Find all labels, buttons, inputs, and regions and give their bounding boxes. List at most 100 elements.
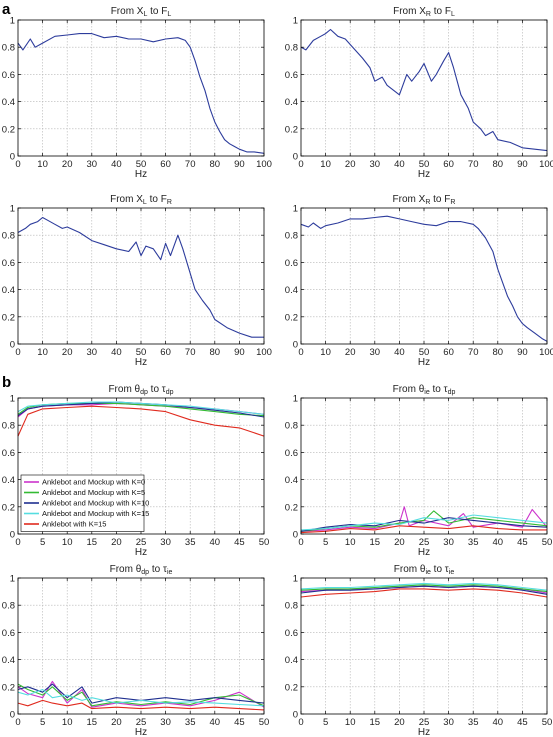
x-axis-label: Hz: [135, 727, 147, 737]
chart-title-title-mid: to τ: [430, 384, 448, 395]
y-tick-label: 1: [10, 204, 15, 215]
chart-panel-b1: 0 5 10 15 20 25 30 35 40 45 50 0 0.2 0.4 0.6 0.8 1 Hz From…: [2, 384, 270, 558]
x-tick-label: 45: [234, 717, 245, 728]
chart-title-title-sub: ie: [425, 569, 431, 576]
x-tick-label: 100: [539, 159, 553, 170]
y-tick-label: 0.4: [2, 97, 15, 108]
chart-panel-a2: 0 10 20 30 40 50 60 70 80 90 100 0 0.2 0.4 0.6 0.8 1 Hz Fr…: [285, 6, 553, 180]
x-tick-label: 100: [256, 159, 272, 170]
series-line-b3-3: [17, 688, 265, 707]
y-tick-label: 0.2: [2, 124, 15, 135]
x-axis-label: Hz: [135, 547, 147, 558]
y-tick-label: 0: [293, 710, 298, 721]
x-tick-label: 30: [370, 347, 381, 358]
x-tick-label: 0: [298, 159, 303, 170]
y-tick-label: 0.6: [285, 448, 298, 459]
y-tick-label: 1: [293, 204, 298, 215]
chart-title-title-mid: to τ: [149, 564, 167, 575]
chart-title: From θdp to τdp: [108, 384, 173, 396]
x-tick-label: 10: [320, 347, 331, 358]
x-tick-label: 40: [111, 159, 122, 170]
x-tick-label: 0: [298, 717, 303, 728]
x-tick-label: 40: [210, 717, 221, 728]
x-tick-label: 15: [87, 717, 98, 728]
y-tick-label: 0.8: [285, 601, 298, 612]
y-tick-label: 0.2: [285, 124, 298, 135]
x-tick-label: 30: [443, 537, 454, 548]
x-tick-label: 50: [136, 159, 147, 170]
x-tick-label: 50: [419, 159, 430, 170]
chart-title-title-sub2: R: [167, 199, 172, 206]
y-tick-label: 0.4: [2, 285, 15, 296]
plot-frame: [300, 397, 548, 535]
series-line-b2-4: [300, 525, 547, 534]
plot-frame: [300, 577, 548, 715]
chart-title-title-sub: dp: [140, 389, 148, 396]
y-tick-label: 0.4: [285, 97, 298, 108]
plot-frame: [300, 207, 548, 345]
x-tick-label: 10: [345, 537, 356, 548]
x-tick-label: 5: [40, 717, 45, 728]
chart-title-title-mid: to F: [147, 194, 167, 205]
x-tick-label: 0: [15, 159, 20, 170]
y-tick-label: 0.8: [2, 231, 15, 242]
legend-entry-label: Anklebot with K=15: [42, 520, 106, 529]
x-tick-label: 40: [111, 347, 122, 358]
x-tick-label: 45: [517, 717, 528, 728]
x-tick-label: 10: [37, 159, 48, 170]
chart-title-title-mid: to F: [147, 6, 167, 17]
x-tick-label: 15: [87, 537, 98, 548]
x-tick-label: 40: [210, 537, 221, 548]
x-tick-label: 0: [15, 537, 20, 548]
x-tick-label: 70: [185, 159, 196, 170]
x-tick-label: 50: [259, 717, 270, 728]
chart-title-title-sub2: L: [167, 11, 171, 18]
y-tick-label: 0.4: [2, 475, 15, 486]
x-tick-label: 15: [370, 717, 381, 728]
y-tick-label: 0.4: [285, 285, 298, 296]
x-tick-label: 45: [517, 537, 528, 548]
x-tick-label: 0: [15, 717, 20, 728]
series-line-b1-4: [17, 405, 265, 437]
chart-title-title-sub: dp: [141, 569, 149, 576]
y-tick-label: 0: [293, 340, 298, 351]
x-tick-label: 70: [468, 159, 479, 170]
x-tick-label: 50: [542, 717, 553, 728]
y-tick-label: 1: [10, 16, 15, 27]
series-line-b4-1: [300, 584, 548, 593]
chart-title: From θdp to τie: [110, 564, 173, 576]
x-tick-label: 10: [37, 347, 48, 358]
chart-title-title-sub2: ie: [167, 569, 173, 576]
x-tick-label: 60: [160, 159, 171, 170]
y-tick-label: 0.8: [2, 421, 15, 432]
chart-title-title-sub2: dp: [166, 389, 174, 396]
x-tick-label: 100: [256, 347, 272, 358]
x-tick-label: 35: [468, 717, 479, 728]
chart-title-title-sub2: dp: [448, 389, 456, 396]
series-line-a1-0: [17, 33, 265, 154]
y-tick-label: 0: [10, 152, 15, 163]
chart-title-title-sub: R: [425, 199, 430, 206]
y-tick-label: 0: [10, 710, 15, 721]
x-tick-label: 50: [259, 537, 270, 548]
x-tick-label: 50: [136, 347, 147, 358]
y-tick-label: 1: [10, 574, 15, 585]
chart-title-title-sub2: R: [450, 199, 455, 206]
chart-title-title-sub2: L: [451, 11, 455, 18]
x-tick-label: 30: [87, 159, 98, 170]
x-axis-label: Hz: [418, 727, 430, 737]
x-tick-label: 70: [468, 347, 479, 358]
legend-box: [20, 474, 145, 532]
x-tick-label: 80: [493, 347, 504, 358]
x-tick-label: 35: [468, 537, 479, 548]
y-tick-label: 0.6: [285, 258, 298, 269]
chart-panel-a3: 0 10 20 30 40 50 60 70 80 90 100 0 0.2 0.4 0.6 0.8 1 Hz Fr…: [2, 194, 272, 368]
x-tick-label: 30: [160, 717, 171, 728]
x-tick-label: 80: [210, 347, 221, 358]
y-tick-label: 0.2: [285, 682, 298, 693]
chart-panel-a1: 0 10 20 30 40 50 60 70 80 90 100 0 0.2 0.4 0.6 0.8 1 Hz Fr…: [2, 6, 272, 180]
chart-title-title-sub: L: [143, 11, 147, 18]
y-tick-label: 1: [293, 394, 298, 405]
chart-title-title-mid: to F: [431, 6, 451, 17]
